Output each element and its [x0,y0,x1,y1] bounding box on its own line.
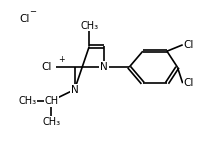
Text: CH₃: CH₃ [18,96,36,106]
Text: −: − [29,7,36,16]
Text: Cl: Cl [184,78,194,88]
Text: N: N [100,62,108,72]
Text: CH₃: CH₃ [42,117,60,127]
Text: +: + [58,55,65,64]
Text: Cl: Cl [19,14,29,24]
Text: N: N [71,85,78,95]
Text: CH₃: CH₃ [80,21,98,31]
Text: Cl: Cl [184,40,194,50]
Text: Cl: Cl [41,62,51,72]
Text: CH: CH [44,96,59,106]
